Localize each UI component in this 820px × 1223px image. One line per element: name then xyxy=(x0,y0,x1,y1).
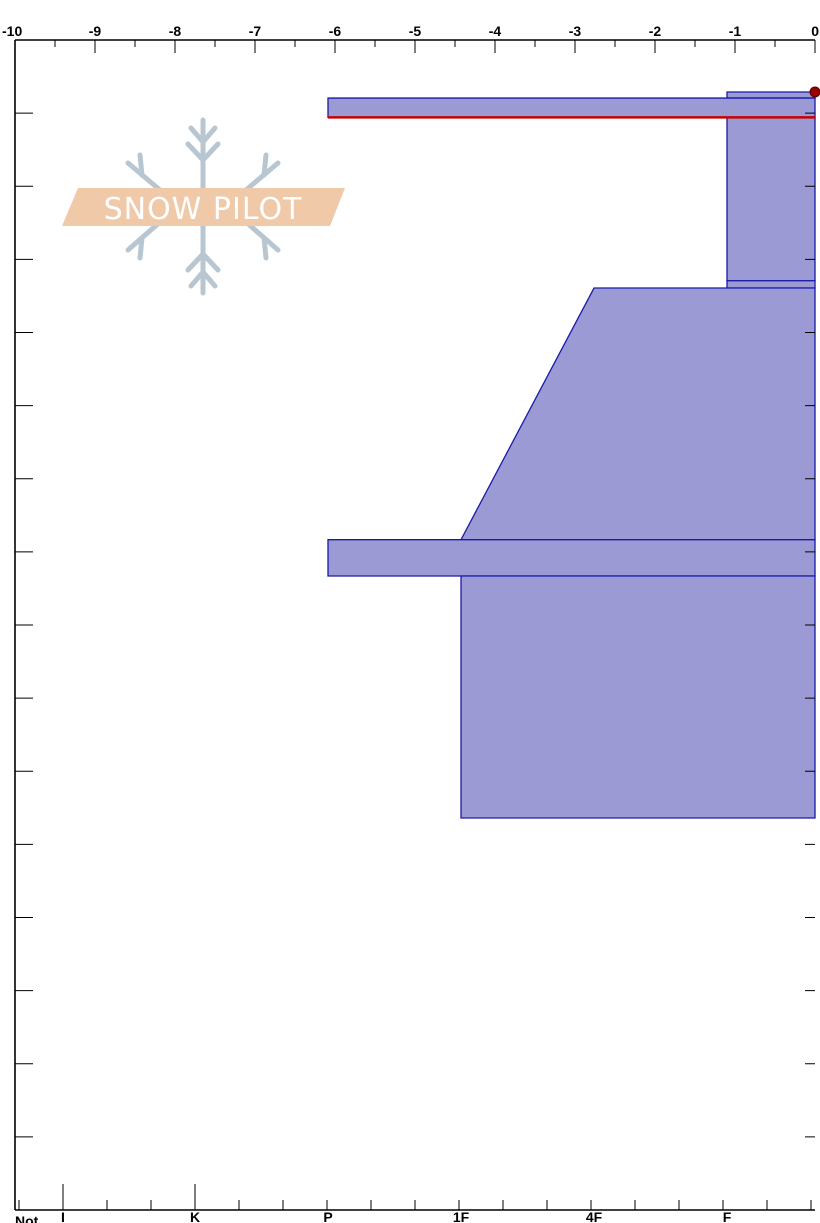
hardness-label-f: F xyxy=(723,1209,732,1223)
hardness-label-i: I xyxy=(61,1209,65,1223)
top-axis-tick-label: -8 xyxy=(169,23,182,39)
top-axis-tick-label: -9 xyxy=(89,23,102,39)
watermark-band xyxy=(62,188,345,226)
surface-marker xyxy=(809,86,820,98)
footer-cutoff-text: Not xyxy=(15,1213,39,1223)
snow-layer xyxy=(327,539,816,577)
top-axis-tick-label: -4 xyxy=(489,23,502,39)
top-axis-tick-label: -7 xyxy=(249,23,262,39)
top-axis-tick-label: 0 xyxy=(811,23,819,39)
snow-layer xyxy=(460,575,816,819)
top-axis-tick-label: -2 xyxy=(649,23,662,39)
snow-layer xyxy=(726,116,816,282)
hardness-label-4f: 4F xyxy=(586,1209,603,1223)
snow-layer xyxy=(327,97,816,119)
snow-pilot-watermark: SNOW PILOT xyxy=(62,117,345,296)
snowflake-icon xyxy=(125,117,281,296)
top-axis-tick-label: -10 xyxy=(2,23,22,39)
hardness-label-k: K xyxy=(190,1209,200,1223)
top-axis-tick-label: -3 xyxy=(569,23,582,39)
top-axis-tick-label: -1 xyxy=(729,23,742,39)
hardness-label-p: P xyxy=(323,1209,332,1223)
snow-layer xyxy=(726,280,816,289)
snow-layer xyxy=(459,287,816,541)
snow-layer xyxy=(726,91,816,99)
watermark-text: SNOW PILOT xyxy=(104,192,303,227)
top-axis-tick-label: -6 xyxy=(329,23,342,39)
hardness-label-1f: 1F xyxy=(453,1209,470,1223)
top-axis-tick-label: -5 xyxy=(409,23,422,39)
